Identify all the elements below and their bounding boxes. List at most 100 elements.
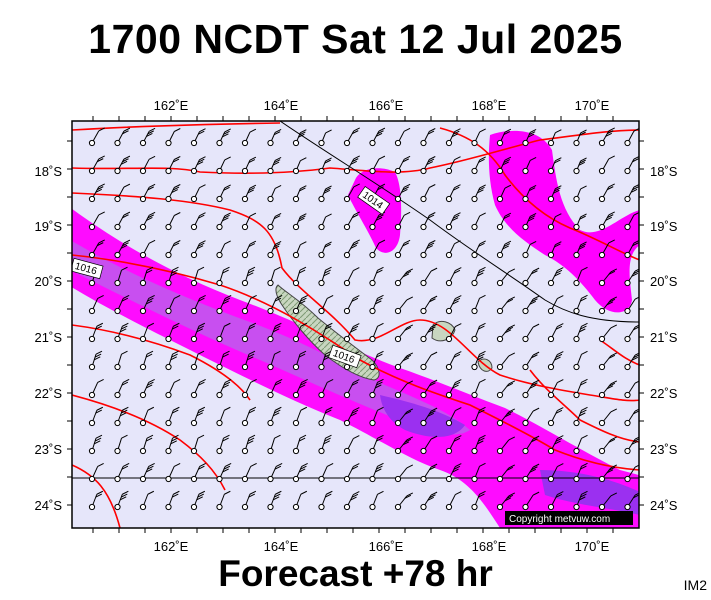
wind-barb: [496, 436, 516, 455]
wind-barb: [190, 378, 206, 399]
wind-barb: [573, 490, 588, 511]
lon-label-top-166: 166˚E: [369, 98, 404, 113]
wind-barb: [420, 463, 438, 483]
wind-barb: [165, 240, 181, 259]
wind-barb: [496, 240, 512, 259]
wind-barb: [190, 240, 206, 259]
wind-barb: [394, 436, 414, 455]
lat-label-left-19: 19˚S: [35, 219, 63, 234]
wind-barb: [318, 294, 334, 315]
wind-barb: [624, 156, 639, 175]
wind-barb: [369, 127, 386, 147]
wind-barb: [420, 156, 436, 175]
wind-barb: [139, 462, 155, 483]
wind-barb: [241, 378, 257, 399]
lon-label-bottom-164: 164˚E: [264, 539, 299, 554]
wind-barb: [573, 322, 588, 343]
wind-barb: [394, 464, 414, 483]
wind-barb: [241, 350, 256, 371]
wind-barb: [522, 491, 540, 511]
wind-barb: [88, 434, 103, 455]
copyright-text: Copyright metvuw.com: [509, 514, 610, 525]
wind-barb: [420, 184, 436, 203]
wind-barb: [445, 463, 462, 483]
wind-barb: [445, 435, 462, 455]
wind-barb: [114, 406, 129, 427]
wind-barb: [88, 462, 104, 483]
wind-barb: [241, 240, 257, 259]
wind-barb: [114, 127, 131, 147]
wind-barb: [88, 350, 103, 371]
wind-barb: [343, 239, 360, 259]
rain-area-northeast: [488, 130, 639, 313]
wind-barb: [139, 127, 156, 147]
wind-barb: [139, 239, 156, 259]
wind-barb: [165, 266, 179, 287]
wind-barb: [216, 490, 231, 511]
wind-barb: [547, 129, 562, 147]
wind-barb: [369, 434, 384, 455]
wind-barb: [624, 128, 639, 147]
wind-barb: [165, 128, 181, 147]
wind-barb: [522, 351, 540, 371]
wind-barb: [573, 378, 588, 399]
wind-barb: [114, 239, 131, 259]
wind-barb: [165, 490, 180, 511]
wind-barb: [471, 378, 486, 399]
lat-label-right-24: 24˚S: [650, 498, 678, 513]
wind-barb: [547, 185, 562, 203]
wind-barb: [241, 322, 257, 343]
wind-barb: [547, 241, 562, 259]
wind-barb: [318, 462, 334, 483]
wind-barb: [241, 212, 257, 231]
wind-barb: [522, 379, 540, 399]
wind-barb: [190, 406, 206, 427]
wind-barb: [88, 406, 104, 427]
wind-barb: [190, 184, 206, 203]
wind-barb: [139, 490, 155, 511]
wind-barb: [471, 184, 486, 203]
wind-barb: [420, 295, 438, 315]
wind-barb: [522, 463, 540, 483]
wind-barb: [88, 239, 105, 259]
wind-barb: [292, 241, 307, 259]
wind-barb: [445, 184, 461, 203]
wind-barb: [445, 323, 462, 343]
wind-barb: [190, 322, 206, 343]
wind-barb: [216, 462, 232, 483]
wind-barb: [445, 156, 461, 175]
wind-barb: [573, 462, 588, 483]
wind-barb: [267, 406, 282, 427]
rain-heavy-core: [380, 395, 465, 437]
wind-barb: [216, 350, 230, 371]
wind-barb: [292, 294, 308, 315]
wind-barb: [394, 492, 414, 511]
wind-barb: [88, 183, 105, 203]
wind-barb: [369, 322, 384, 343]
wind-barb: [343, 211, 360, 231]
wind-barb: [496, 156, 512, 175]
wind-barb: [318, 185, 332, 203]
wind-barb: [420, 491, 438, 511]
lat-label-left-18: 18˚S: [35, 164, 63, 179]
wind-barb: [369, 294, 384, 315]
wind-barb: [318, 490, 333, 511]
wind-barb: [292, 266, 307, 287]
wind-barb: [267, 266, 281, 287]
wind-barb: [496, 352, 516, 371]
lat-label-right-22: 22˚S: [650, 386, 678, 401]
wind-barb: [624, 296, 639, 315]
wind-barb: [318, 157, 332, 175]
wind-barb: [292, 213, 307, 231]
wind-barb: [420, 351, 438, 371]
wind-barb: [343, 491, 360, 511]
wind-barb: [420, 407, 438, 427]
wind-barb: [369, 266, 384, 287]
wind-barb: [420, 323, 438, 343]
lat-label-right-23: 23˚S: [650, 442, 678, 457]
lat-label-left-22: 22˚S: [35, 386, 63, 401]
wind-barb: [598, 352, 618, 371]
wind-barb: [216, 434, 230, 455]
copyright-box: [505, 511, 633, 525]
lat-label-right-20: 20˚S: [650, 274, 678, 289]
